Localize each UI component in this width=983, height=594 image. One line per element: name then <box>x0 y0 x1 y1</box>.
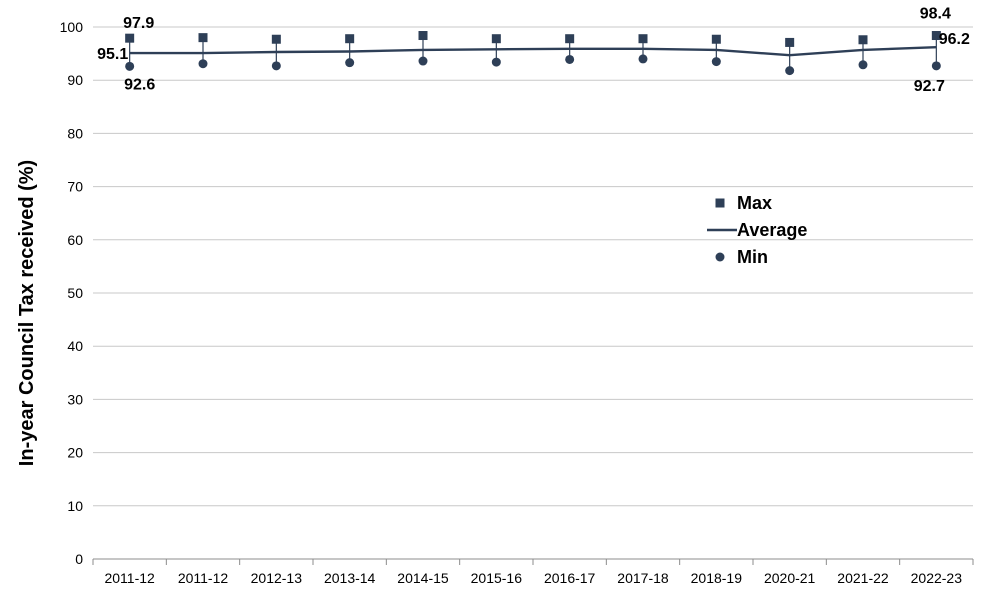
y-tick-label-90: 90 <box>67 72 83 88</box>
y-tick-label-50: 50 <box>67 285 83 301</box>
series-group <box>125 31 941 76</box>
point-max <box>638 34 648 44</box>
y-tick-label-30: 30 <box>67 391 83 407</box>
series-line-average <box>129 46 937 57</box>
y-tick-labels: 0 10 20 30 40 50 60 70 80 90 100 <box>60 19 84 567</box>
point-min <box>345 58 355 68</box>
point-max <box>565 34 575 44</box>
legend-label-max: Max <box>737 193 772 213</box>
x-tick-label: 2022-23 <box>911 570 963 586</box>
data-label-average-first: 95.1 <box>97 46 128 63</box>
point-min <box>491 57 501 67</box>
x-tick-label: 2020-21 <box>764 570 816 586</box>
x-tick-label: 2021-22 <box>837 570 889 586</box>
x-tick-label: 2012-13 <box>251 570 303 586</box>
y-tick-label-20: 20 <box>67 445 83 461</box>
point-max <box>345 34 355 44</box>
point-max <box>785 37 795 47</box>
point-min <box>931 61 941 71</box>
point-max <box>125 33 135 43</box>
data-label-max-first: 97.9 <box>123 15 154 32</box>
point-max <box>271 34 281 44</box>
point-min <box>858 60 868 70</box>
point-max <box>491 34 501 44</box>
x-tick-label: 2018-19 <box>691 570 743 586</box>
point-min <box>125 61 135 71</box>
point-max <box>198 33 208 43</box>
legend-label-min: Min <box>737 247 768 267</box>
legend-marker-max <box>715 198 725 208</box>
legend-marker-min <box>715 252 725 262</box>
x-tick-labels: 2011-12 2011-12 2012-13 2013-14 2014-15 2015-… <box>104 570 962 586</box>
point-max <box>858 35 868 45</box>
y-tick-label-40: 40 <box>67 338 83 354</box>
point-min <box>271 61 281 71</box>
point-min <box>565 54 575 64</box>
x-axis <box>92 558 974 565</box>
y-tick-label-0: 0 <box>75 551 83 567</box>
point-min <box>711 57 721 67</box>
data-label-min-first: 92.6 <box>124 76 155 93</box>
legend: Max Average Min <box>707 193 807 267</box>
x-tick-label: 2013-14 <box>324 570 376 586</box>
legend-label-average: Average <box>737 220 807 240</box>
y-tick-label-80: 80 <box>67 125 83 141</box>
gridlines <box>93 26 973 507</box>
y-axis-label: In-year Council Tax received (%) <box>16 160 38 466</box>
x-tick-label: 2015-16 <box>471 570 523 586</box>
y-tick-label-70: 70 <box>67 179 83 195</box>
data-label-min-last: 92.7 <box>914 78 945 95</box>
x-tick-label: 2016-17 <box>544 570 596 586</box>
point-max <box>711 34 721 44</box>
point-min <box>418 56 428 66</box>
x-tick-label: 2017-18 <box>617 570 669 586</box>
y-tick-label-10: 10 <box>67 498 83 514</box>
point-min <box>785 66 795 76</box>
point-min <box>198 59 208 69</box>
y-tick-label-60: 60 <box>67 232 83 248</box>
point-max <box>418 31 428 41</box>
data-labels: 97.9 95.1 92.6 98.4 96.2 92.7 <box>97 6 970 95</box>
x-tick-label: 2014-15 <box>397 570 449 586</box>
x-tick-label: 2011-12 <box>178 570 229 586</box>
y-tick-label-100: 100 <box>60 19 84 35</box>
x-tick-label: 2011-12 <box>104 570 155 586</box>
data-label-average-last: 96.2 <box>939 31 970 48</box>
data-label-max-last: 98.4 <box>920 6 951 23</box>
point-max <box>931 31 941 41</box>
point-min <box>638 54 648 64</box>
